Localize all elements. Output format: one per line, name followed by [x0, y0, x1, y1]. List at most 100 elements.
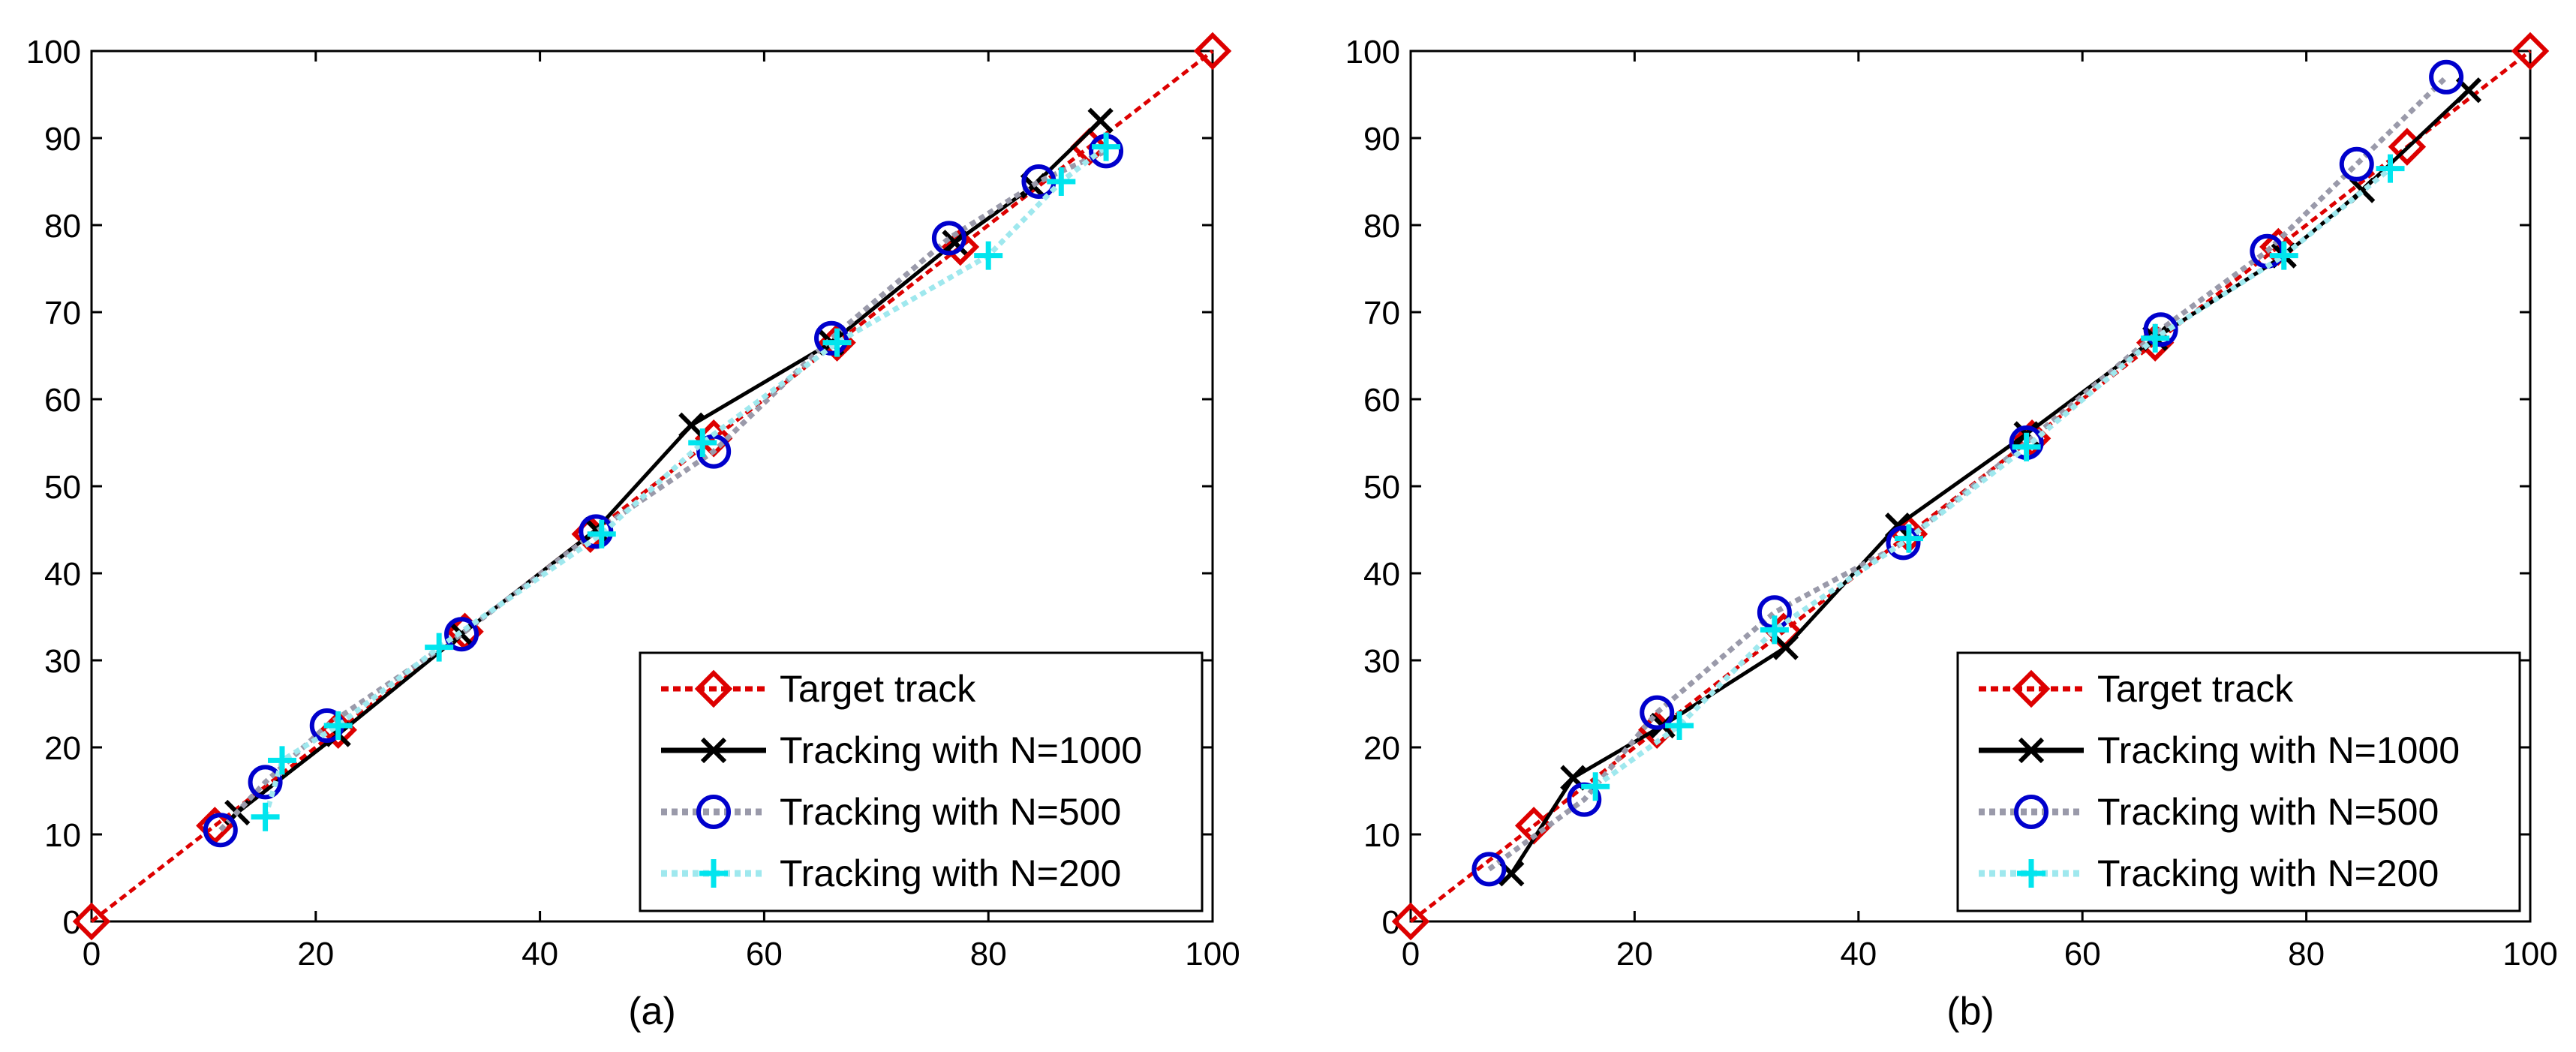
legend-label: Tracking with N=1000 — [780, 729, 1142, 771]
y-tick-label: 50 — [1363, 469, 1400, 506]
data-point — [2141, 323, 2170, 353]
data-point — [1665, 711, 1694, 740]
data-point — [72, 902, 111, 941]
data-point — [1886, 525, 1921, 561]
y-tick-label: 90 — [44, 121, 81, 158]
data-point — [2339, 146, 2374, 182]
x-tick-label: 20 — [1616, 936, 1653, 972]
legend-label: Target track — [2097, 668, 2294, 710]
data-point — [2143, 312, 2178, 347]
y-tick-label: 20 — [44, 730, 81, 767]
data-point — [688, 428, 717, 457]
legend-entry: Tracking with N=1000 — [661, 729, 1142, 771]
y-tick-label: 50 — [44, 469, 81, 506]
x-tick-label: 60 — [746, 936, 783, 972]
y-tick-label: 30 — [44, 643, 81, 680]
chart-panel-a: 0 20 40 60 80 1000102030405060708090100Target… — [26, 32, 1240, 1033]
data-point — [1581, 772, 1610, 801]
legend-marker — [694, 669, 733, 708]
series-tracking-with-n-200 — [1581, 154, 2405, 801]
legend: Target track Tracking with N=1000 Tracking… — [1956, 651, 2521, 912]
data-point — [323, 711, 353, 740]
x-tick-label: 0 — [1402, 936, 1420, 972]
panel-caption: (b) — [1946, 990, 1994, 1033]
data-point — [941, 227, 980, 266]
y-tick-label: 20 — [1363, 730, 1400, 767]
x-tick-label: 100 — [1185, 936, 1240, 972]
data-point — [1391, 902, 1430, 941]
data-point — [1772, 634, 1799, 660]
data-point — [267, 746, 296, 775]
legend-entry: Tracking with N=1000 — [1979, 729, 2460, 771]
y-tick-label: 100 — [1345, 34, 1400, 71]
legend-label: Tracking with N=200 — [2097, 852, 2439, 894]
y-tick-label: 10 — [1363, 817, 1400, 854]
data-point — [822, 328, 852, 357]
x-tick-label: 20 — [297, 936, 334, 972]
legend-label: Tracking with N=500 — [780, 791, 1121, 833]
legend-marker — [2012, 669, 2051, 708]
chart-panel-b: 0 20 40 60 80 1000102030405060708090100Target… — [1345, 32, 2558, 1033]
data-point — [1193, 32, 1232, 71]
legend-marker — [699, 859, 728, 888]
data-point — [425, 633, 454, 662]
legend-marker — [2014, 795, 2048, 829]
data-point — [1760, 615, 1789, 645]
series-tracking-with-n-200 — [251, 132, 1121, 831]
data-point — [203, 813, 238, 848]
legend-label: Tracking with N=1000 — [2097, 729, 2460, 771]
x-tick-label: 40 — [1840, 936, 1877, 972]
legend: Target track Tracking with N=1000 Tracking… — [639, 651, 1204, 912]
y-tick-label: 30 — [1363, 643, 1400, 680]
y-tick-label: 60 — [1363, 382, 1400, 419]
y-tick-label: 40 — [1363, 556, 1400, 593]
data-point — [587, 519, 616, 549]
legend-entry: Tracking with N=200 — [661, 852, 1121, 894]
data-point — [2511, 32, 2550, 71]
legend-marker — [2018, 737, 2045, 764]
data-point — [2376, 154, 2405, 183]
data-point — [196, 807, 234, 845]
x-tick-label: 0 — [83, 936, 101, 972]
y-tick-label: 80 — [44, 208, 81, 245]
data-point — [2012, 432, 2041, 461]
data-point — [1087, 107, 1114, 134]
data-point — [248, 765, 283, 800]
x-tick-label: 80 — [970, 936, 1007, 972]
legend-entry: Tracking with N=200 — [1979, 852, 2439, 894]
data-point — [444, 617, 479, 652]
data-point — [2429, 59, 2464, 95]
y-tick-label: 80 — [1363, 208, 1400, 245]
data-point — [2269, 241, 2298, 270]
legend-box — [1956, 651, 2521, 912]
legend-label: Target track — [780, 668, 976, 710]
y-tick-label: 100 — [26, 34, 81, 71]
y-tick-label: 90 — [1363, 121, 1400, 158]
data-point — [251, 802, 280, 831]
legend-marker — [700, 737, 727, 764]
data-point — [1471, 852, 1507, 887]
data-point — [1092, 132, 1121, 161]
panel-caption: (a) — [628, 990, 676, 1033]
y-tick-label: 60 — [44, 382, 81, 419]
x-tick-label: 40 — [522, 936, 558, 972]
x-tick-label: 80 — [2288, 936, 2325, 972]
y-tick-label: 70 — [44, 295, 81, 332]
legend-label: Tracking with N=200 — [780, 852, 1121, 894]
legend-marker — [2017, 859, 2045, 888]
series-line — [1510, 89, 2470, 875]
series-line — [1594, 166, 2392, 789]
legend-entry: Tracking with N=500 — [1979, 791, 2439, 833]
legend-entry: Tracking with N=500 — [661, 791, 1121, 833]
data-point — [1640, 695, 1675, 730]
data-point — [2349, 177, 2376, 203]
series-line — [263, 144, 1108, 818]
legend-box — [639, 651, 1204, 912]
legend-entry: Target track — [1979, 668, 2294, 710]
legend-entry: Target track — [661, 668, 976, 710]
data-point — [2388, 128, 2427, 166]
data-point — [678, 412, 705, 438]
y-tick-label: 10 — [44, 817, 81, 854]
x-tick-label: 60 — [2064, 936, 2101, 972]
